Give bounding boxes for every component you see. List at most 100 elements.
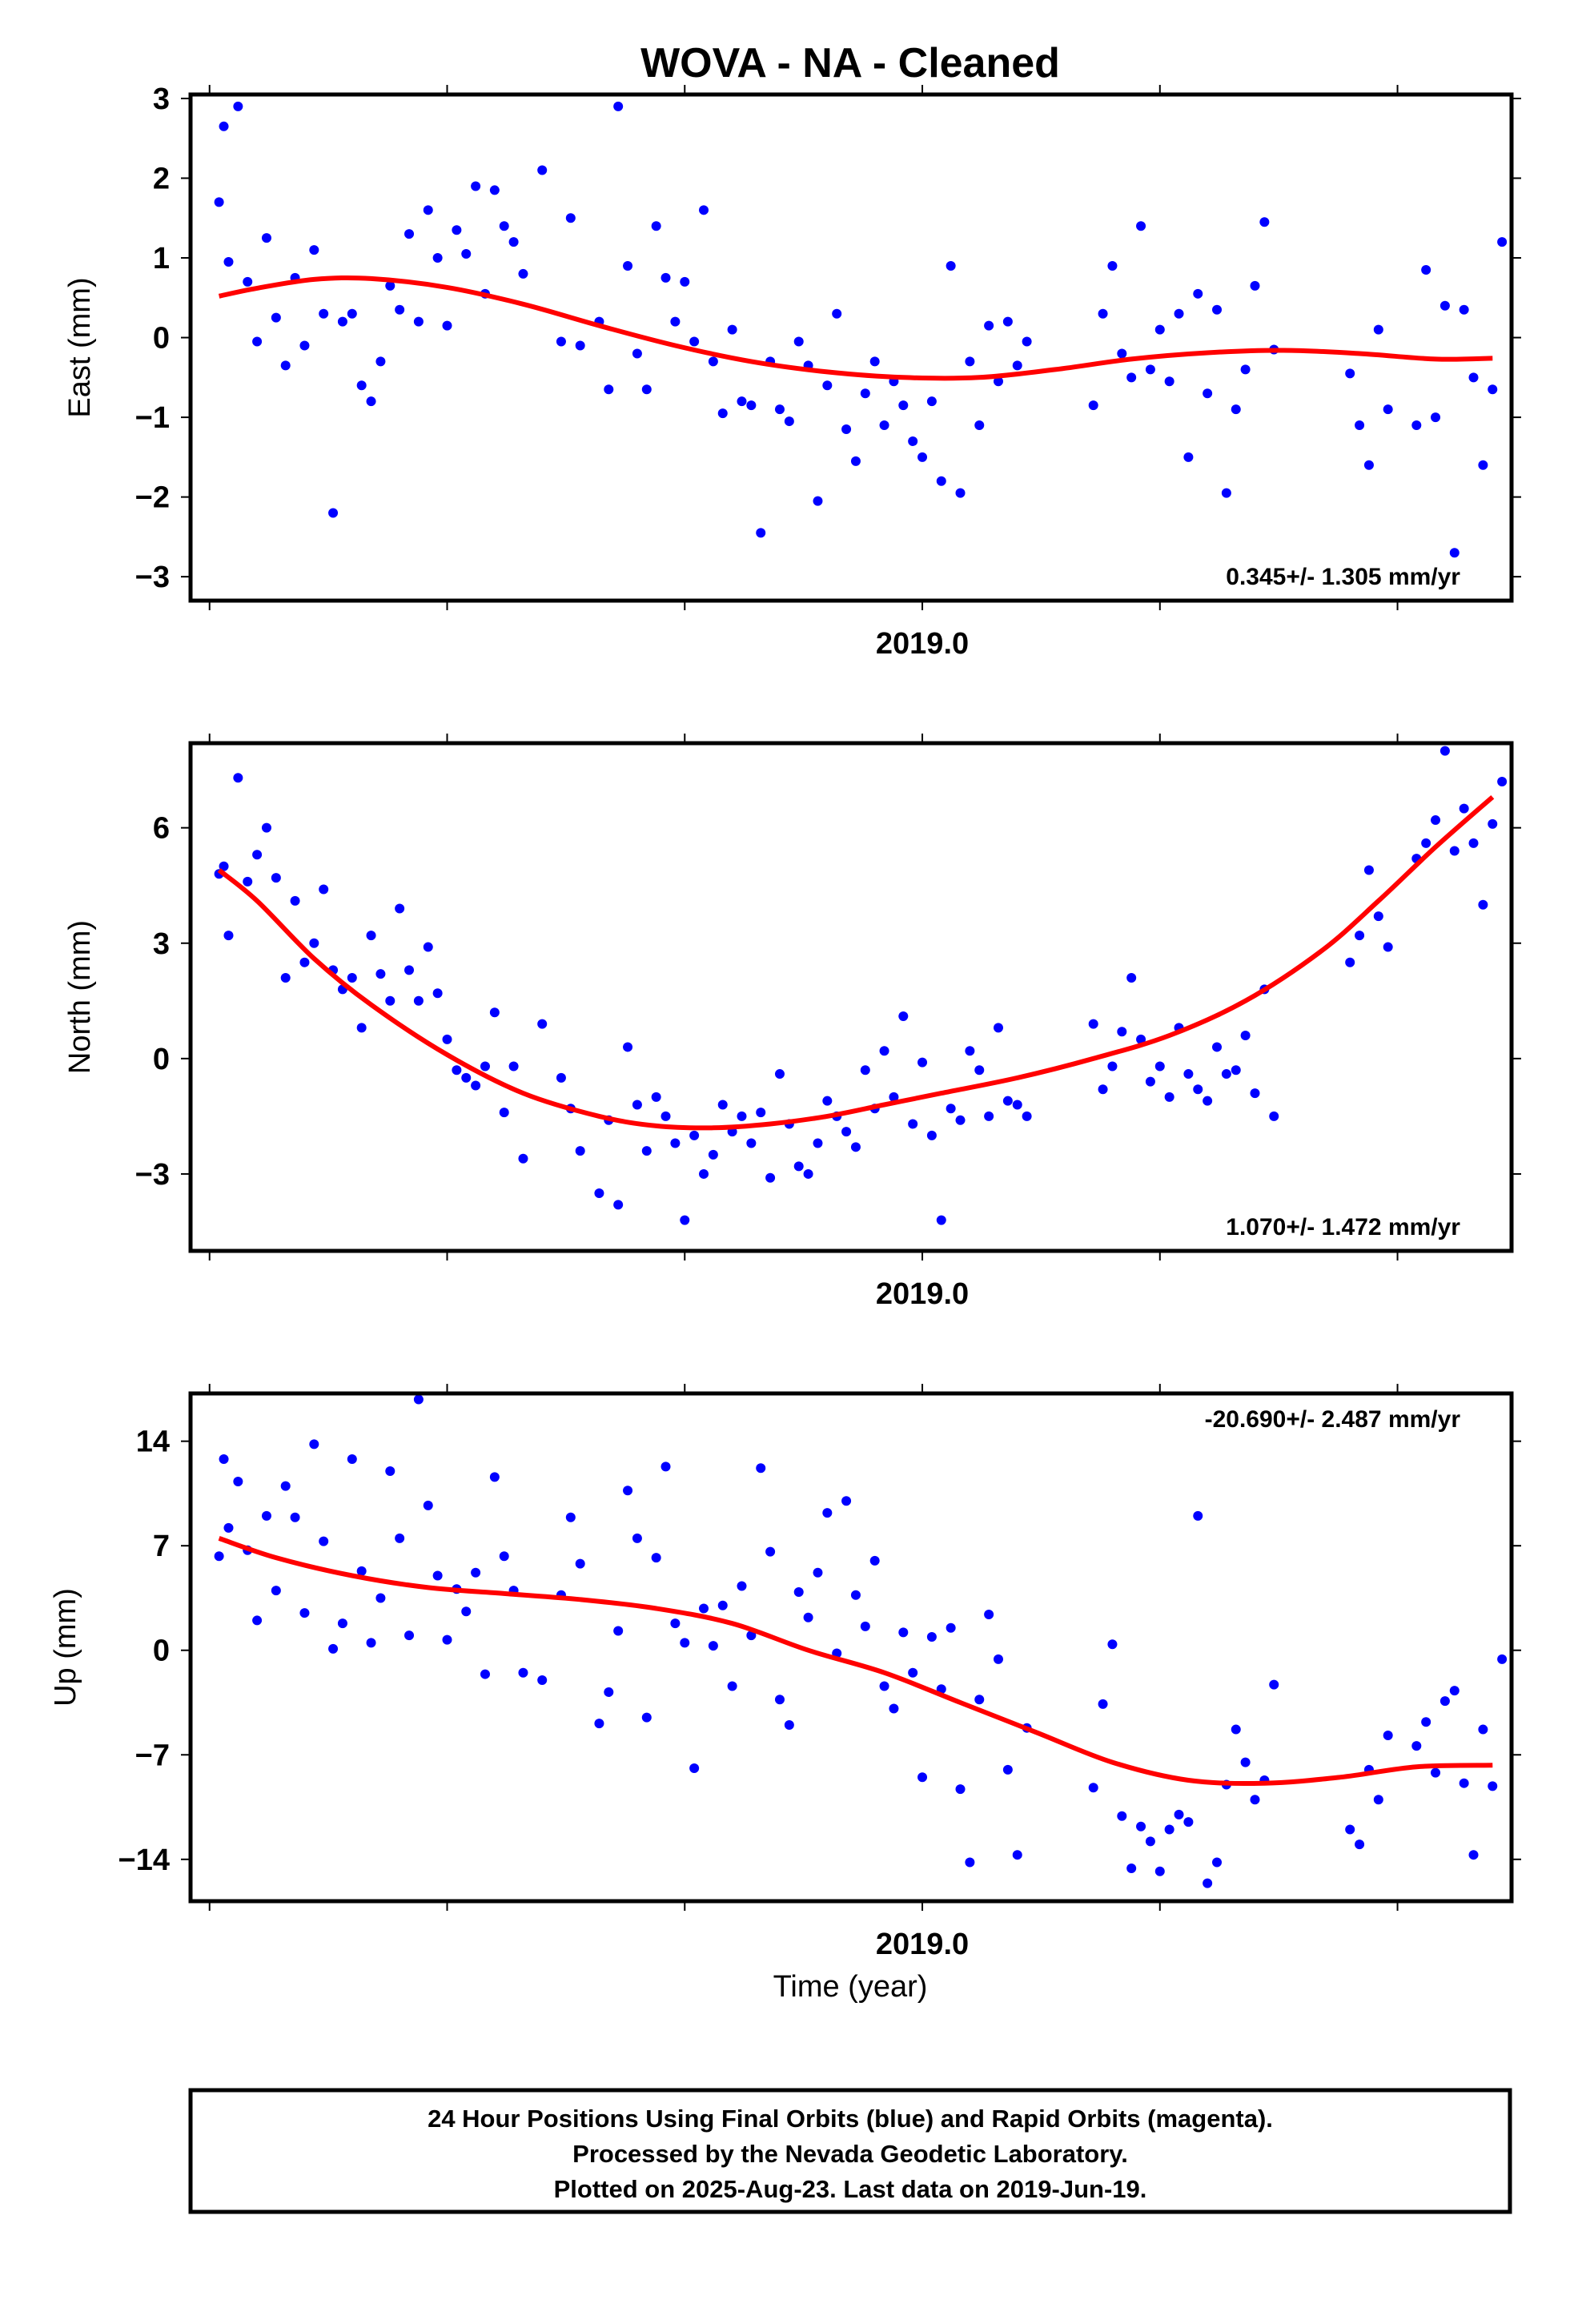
- data-point: [1098, 1084, 1108, 1095]
- data-point: [984, 320, 994, 331]
- data-point: [461, 249, 472, 259]
- data-point: [223, 931, 234, 941]
- data-point: [243, 276, 253, 287]
- data-point: [1269, 1111, 1279, 1121]
- data-point: [841, 1496, 852, 1506]
- data-point: [1421, 838, 1431, 848]
- data-point: [1478, 460, 1488, 470]
- data-point: [879, 1681, 889, 1691]
- data-point: [879, 420, 889, 431]
- data-point: [489, 1007, 500, 1018]
- data-point: [1174, 308, 1184, 319]
- data-point: [613, 1200, 624, 1210]
- data-point: [1355, 931, 1365, 941]
- data-point: [1250, 1088, 1260, 1099]
- data-point: [756, 1463, 766, 1474]
- data-point: [727, 1681, 737, 1691]
- caption-box: 24 Hour Positions Using Final Orbits (bl…: [188, 2088, 1512, 2214]
- data-point: [974, 1695, 985, 1705]
- data-point: [689, 1763, 700, 1774]
- data-point: [1373, 1795, 1383, 1805]
- data-point: [1488, 1781, 1498, 1791]
- y-tick-label: 6: [153, 812, 170, 846]
- y-tick-label: 7: [153, 1530, 170, 1563]
- data-point: [946, 1622, 956, 1633]
- data-point: [280, 972, 291, 983]
- data-point: [774, 404, 785, 415]
- data-point: [1154, 1866, 1165, 1876]
- data-point: [423, 1500, 433, 1510]
- data-point: [1002, 316, 1013, 327]
- data-point: [670, 1138, 681, 1148]
- data-point: [869, 1555, 880, 1566]
- data-point: [594, 1719, 604, 1729]
- data-point: [670, 316, 681, 327]
- data-point: [1468, 1850, 1479, 1860]
- caption-line-2: Processed by the Nevada Geodetic Laborat…: [572, 2140, 1128, 2168]
- data-point: [366, 1638, 376, 1648]
- data-point: [1439, 300, 1450, 311]
- data-point: [623, 1486, 633, 1496]
- data-point: [1107, 1639, 1118, 1650]
- data-point: [471, 1080, 481, 1091]
- data-point: [717, 1100, 728, 1110]
- y-tick-label: −7: [135, 1739, 170, 1772]
- data-point: [1231, 404, 1241, 415]
- data-point: [1459, 1778, 1469, 1788]
- y-tick-label: −2: [135, 481, 170, 515]
- data-point: [1345, 957, 1355, 967]
- data-point: [1164, 376, 1174, 387]
- data-point: [233, 1477, 243, 1487]
- data-point: [499, 1108, 509, 1118]
- data-point: [1212, 304, 1223, 315]
- data-point: [926, 396, 937, 407]
- data-point: [699, 1168, 709, 1179]
- data-point: [385, 280, 396, 291]
- data-point: [1117, 1027, 1127, 1037]
- data-point: [299, 957, 310, 967]
- data-point: [974, 1065, 985, 1076]
- data-point: [404, 1630, 415, 1641]
- up-panel: 2019.0 14 7 0 −7 −14 Up (mm) -20.690+/- 2.487 m…: [49, 1384, 1521, 1961]
- data-point: [413, 995, 424, 1006]
- data-point: [926, 1130, 937, 1140]
- data-point: [841, 424, 852, 435]
- y-tick-label: −3: [135, 1158, 170, 1192]
- data-point: [1098, 308, 1108, 319]
- data-point: [898, 1627, 909, 1638]
- plot-frame: [188, 92, 1514, 603]
- y-tick-label: 0: [153, 322, 170, 356]
- data-point: [243, 876, 253, 887]
- data-point: [765, 1172, 776, 1183]
- data-point: [1183, 452, 1194, 462]
- data-point: [1259, 217, 1270, 227]
- data-point: [565, 213, 576, 223]
- data-point: [1164, 1092, 1174, 1102]
- data-point: [328, 508, 339, 518]
- data-point: [309, 245, 319, 255]
- y-tick-label: 0: [153, 1043, 170, 1076]
- data-point: [793, 1587, 804, 1598]
- fit-line: [217, 794, 1495, 1131]
- fit-line: [218, 275, 1493, 381]
- data-point: [366, 396, 376, 407]
- fit-line: [218, 1536, 1493, 1786]
- data-point: [471, 1567, 481, 1578]
- data-point: [756, 528, 766, 538]
- data-point: [499, 221, 509, 231]
- data-point: [623, 260, 633, 271]
- data-point: [860, 1065, 870, 1076]
- data-point: [518, 1153, 528, 1164]
- y-tick-label: 0: [153, 1634, 170, 1668]
- data-point: [699, 205, 709, 215]
- data-point: [803, 1168, 813, 1179]
- data-point: [395, 304, 405, 315]
- data-point: [926, 1631, 937, 1642]
- caption-frame: [188, 2088, 1512, 2214]
- data-point: [461, 1606, 472, 1617]
- data-point: [271, 1586, 281, 1596]
- data-point: [1431, 1767, 1441, 1778]
- data-point: [1203, 388, 1213, 399]
- data-point: [813, 1567, 823, 1578]
- data-point: [1221, 1069, 1231, 1080]
